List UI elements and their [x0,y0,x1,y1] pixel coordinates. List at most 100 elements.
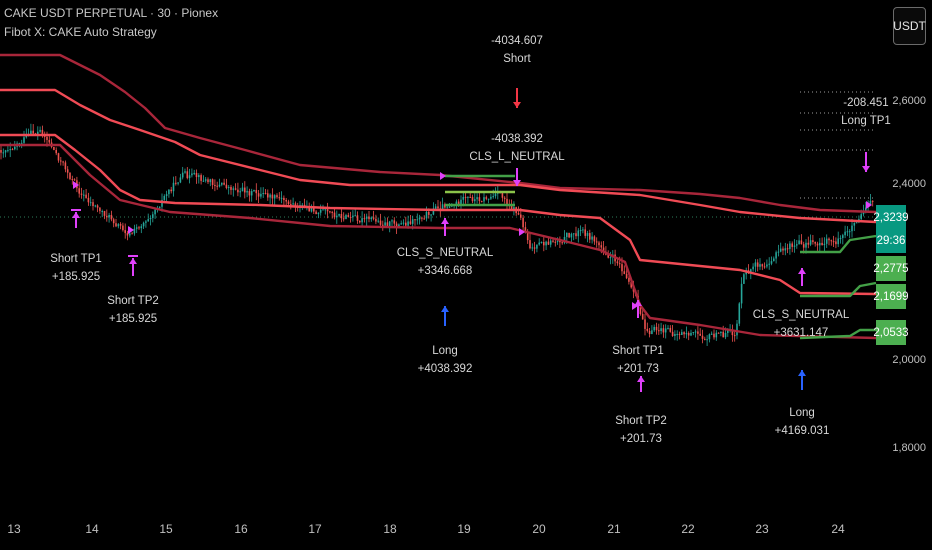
candle [283,197,285,201]
candle [503,197,506,199]
candle [115,223,117,227]
candle [161,199,163,207]
candle [738,303,741,324]
candle [821,242,823,246]
candle [460,199,462,206]
candle [520,214,522,218]
candle [618,263,621,265]
candle [733,335,736,337]
candle [170,189,172,192]
candle [62,161,64,163]
candle [625,273,628,279]
candle [607,254,609,258]
candle [713,333,715,338]
signal-arrow-head [513,102,521,108]
candle [377,220,379,222]
candle [60,160,62,162]
candle [816,243,819,246]
currency-button[interactable]: USDT [893,7,926,45]
candle [722,331,724,338]
candle [683,332,685,335]
candle [731,329,734,336]
candle [30,130,32,134]
candle [4,150,7,153]
candle [66,169,69,173]
candle [448,206,451,208]
candle [485,197,488,199]
candle [7,150,9,152]
candle [566,232,568,237]
candle [9,149,11,151]
candle [798,240,800,245]
candle [32,130,34,134]
candle [572,233,575,235]
signal-arrow-head [513,180,521,186]
candle [674,333,676,336]
candle [651,330,653,335]
candle [158,206,161,209]
x-tick: 19 [457,522,471,536]
candle [168,189,170,195]
candle [372,217,375,219]
candle [313,206,315,212]
candle [241,187,244,192]
signal-arrow-head [129,258,137,264]
candle [260,193,262,197]
candle [142,222,145,227]
candle [329,211,331,213]
candle [129,233,131,236]
candle [830,240,833,242]
candle [853,222,856,226]
short-tp1-annotation: Short TP1 +185.925 [50,253,102,283]
candle [179,177,182,183]
long-annotation: Long +4169.031 [774,407,830,437]
candle [658,330,660,332]
candle [584,229,586,236]
candle [271,194,274,199]
candle [331,211,333,213]
candle [262,193,264,195]
candle [333,212,336,218]
candle [549,240,552,245]
candle [108,214,110,218]
candle [55,150,57,154]
candle [860,214,862,220]
candle [73,179,76,181]
candle [664,328,667,333]
candle [430,214,432,216]
candle [434,206,437,209]
candle [773,258,775,262]
candle [285,200,287,202]
candle [250,191,253,196]
candle [846,231,849,233]
candle [276,195,278,198]
candle [469,196,471,198]
candle [418,217,421,220]
candle [750,269,752,273]
candle [20,142,23,144]
candle [361,218,363,223]
candle [112,219,115,224]
candle [23,137,25,143]
candle [290,204,292,206]
strategy-band-upper [0,53,877,214]
candle [133,228,136,234]
candle [522,217,524,228]
candle [154,209,156,215]
candle [842,235,844,238]
candle [370,217,373,220]
candle [533,247,536,249]
candle [117,224,120,227]
x-tick: 17 [308,522,322,536]
candle [704,338,706,340]
candle [786,248,789,250]
candle [474,199,476,202]
candle [57,153,60,161]
candle [386,222,389,227]
candle [163,195,166,200]
last-price-tag: 2,3239 [873,205,909,230]
long-tp1-annotation: -208.451 Long TP1 [841,97,891,127]
candle [644,319,646,329]
candle [591,236,593,240]
